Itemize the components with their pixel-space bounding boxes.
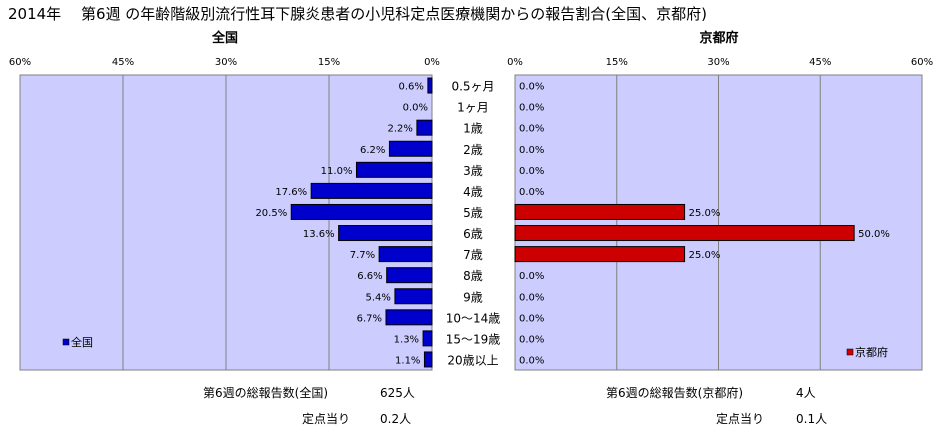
- kyoto-data-label: 0.0%: [519, 82, 544, 93]
- national-bar: [385, 309, 433, 326]
- category-label: 9歳: [463, 290, 483, 304]
- national-bar: [422, 330, 433, 347]
- category-label: 1ヶ月: [457, 101, 489, 115]
- national-data-label: 1.3%: [394, 334, 419, 345]
- national-data-label: 6.6%: [357, 271, 382, 282]
- kyoto-data-label: 25.0%: [689, 208, 721, 219]
- category-label: 0.5ヶ月: [451, 80, 494, 94]
- national-panel-title: 全国: [211, 30, 238, 46]
- category-label: 2歳: [463, 143, 483, 157]
- kyoto-panel: 0% 15% 30% 45% 60% 0.0% 0.0% 0.0% 0.0% 0.0% 0.0% 25…: [507, 57, 933, 371]
- kyoto-legend: 京都府: [846, 345, 888, 359]
- kyoto-per-label: 定点当り: [716, 411, 764, 426]
- national-data-label: 0.6%: [398, 82, 423, 93]
- kyoto-bar: [514, 225, 855, 242]
- national-bar: [423, 351, 433, 368]
- category-label: 4歳: [463, 185, 483, 199]
- national-tick-label: 30%: [215, 57, 237, 68]
- national-data-label: 6.7%: [357, 313, 382, 324]
- kyoto-tick-label: 30%: [707, 57, 729, 68]
- national-per-value: 0.2人: [380, 412, 411, 426]
- national-bar: [290, 203, 433, 220]
- national-data-label: 13.6%: [303, 229, 335, 240]
- kyoto-data-label: 50.0%: [858, 229, 890, 240]
- category-axis: 0.5ヶ月 1ヶ月 1歳 2歳 3歳 4歳 5歳 6歳 7歳 8歳 9歳 10～14歳 15～19歳 20…: [446, 80, 501, 368]
- national-legend-label: 全国: [71, 335, 93, 349]
- national-legend-swatch: [62, 338, 70, 346]
- kyoto-data-label: 0.0%: [519, 355, 544, 366]
- kyoto-bar: [514, 246, 686, 263]
- national-total-value: 625人: [380, 386, 415, 400]
- national-tick-label: 45%: [112, 57, 134, 68]
- national-bar: [386, 267, 433, 284]
- national-data-label: 11.0%: [321, 166, 353, 177]
- national-data-label: 7.7%: [350, 250, 375, 261]
- national-data-label: 1.1%: [395, 355, 420, 366]
- category-label: 20歳以上: [447, 353, 498, 367]
- kyoto-bar: [514, 203, 686, 220]
- category-label: 15～19歳: [446, 332, 501, 346]
- national-tick-label: 60%: [9, 57, 31, 68]
- kyoto-panel-title: 京都府: [699, 30, 738, 46]
- national-total-label: 第6週の総報告数(全国): [203, 385, 328, 400]
- kyoto-tick-label: 15%: [606, 57, 628, 68]
- kyoto-tick-label: 60%: [911, 57, 933, 68]
- kyoto-tick-label: 0%: [507, 57, 523, 68]
- national-bar: [388, 140, 433, 157]
- national-data-label: 5.4%: [366, 292, 391, 303]
- kyoto-data-label: 0.0%: [519, 313, 544, 324]
- national-bar: [355, 161, 433, 178]
- category-label: 1歳: [463, 122, 483, 136]
- national-bar: [416, 119, 433, 136]
- national-legend: 全国: [62, 335, 93, 349]
- kyoto-data-label: 0.0%: [519, 103, 544, 114]
- national-bar: [427, 77, 433, 94]
- national-data-label: 20.5%: [255, 208, 287, 219]
- national-bar: [394, 288, 433, 305]
- category-label: 5歳: [463, 206, 483, 220]
- kyoto-data-label: 0.0%: [519, 145, 544, 156]
- national-data-label: 17.6%: [275, 187, 307, 198]
- kyoto-data-label: 0.0%: [519, 166, 544, 177]
- kyoto-data-label: 0.0%: [519, 292, 544, 303]
- national-data-label: 0.0%: [403, 103, 428, 114]
- national-bar: [338, 225, 433, 242]
- category-label: 3歳: [463, 164, 483, 178]
- category-label: 6歳: [463, 227, 483, 241]
- national-data-label: 2.2%: [387, 124, 412, 135]
- kyoto-data-label: 0.0%: [519, 124, 544, 135]
- footer: 第6週の総報告数(全国) 625人 定点当り 0.2人 第6週の総報告数(京都府…: [203, 385, 827, 426]
- national-panel: 60% 45% 30% 15% 0% 0.6% 0.0% 2.2%6.2% 11.0% 17.6%…: [9, 57, 440, 371]
- kyoto-data-label: 25.0%: [689, 250, 721, 261]
- kyoto-total-label: 第6週の総報告数(京都府): [606, 385, 743, 400]
- national-bar: [378, 246, 433, 263]
- kyoto-data-label: 0.0%: [519, 187, 544, 198]
- national-tick-label: 0%: [424, 57, 440, 68]
- kyoto-data-label: 0.0%: [519, 271, 544, 282]
- kyoto-data-label: 0.0%: [519, 334, 544, 345]
- kyoto-per-value: 0.1人: [796, 412, 827, 426]
- kyoto-tick-label: 45%: [809, 57, 831, 68]
- national-per-label: 定点当り: [302, 411, 350, 426]
- national-bar: [310, 182, 433, 199]
- kyoto-legend-label: 京都府: [855, 345, 888, 359]
- national-tick-label: 15%: [318, 57, 340, 68]
- category-label: 8歳: [463, 269, 483, 283]
- kyoto-total-value: 4人: [796, 386, 816, 400]
- category-label: 10～14歳: [446, 311, 501, 325]
- kyoto-legend-swatch: [846, 348, 854, 356]
- category-label: 7歳: [463, 248, 483, 262]
- chart-title: 2014年 第6週 の年齢階級別流行性耳下腺炎患者の小児科定点医療機関からの報告…: [8, 5, 707, 23]
- national-data-label: 6.2%: [360, 145, 385, 156]
